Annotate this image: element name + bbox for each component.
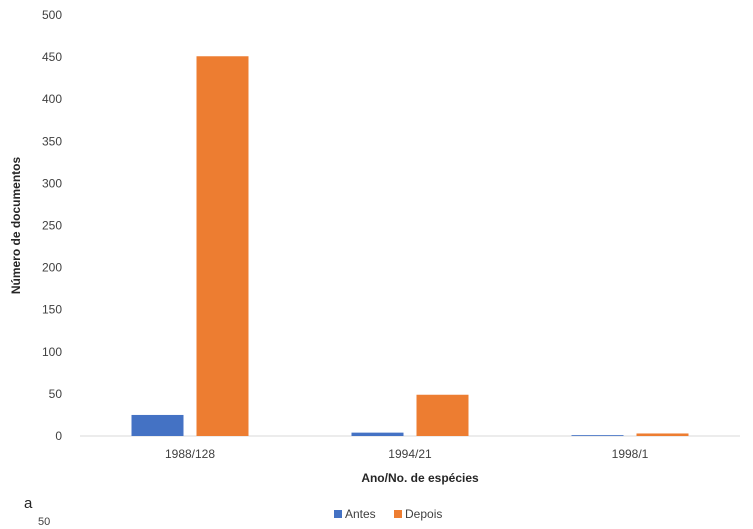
- bar-depois-2: [636, 433, 689, 436]
- bar-depois-0: [196, 56, 249, 437]
- bars: [131, 56, 689, 437]
- y-tick-label-2: 100: [42, 345, 62, 359]
- legend-swatch-antes: [334, 510, 342, 518]
- x-axis-ticks: 1988/128 1994/21 1998/1: [165, 447, 649, 461]
- legend-label-depois: Depois: [405, 507, 442, 521]
- y-tick-label-7: 350: [42, 134, 62, 148]
- panel-label: a: [24, 495, 33, 512]
- legend: Antes Depois: [334, 507, 442, 521]
- x-tick-label-0: 1988/128: [165, 447, 215, 461]
- x-axis-title: Ano/No. de espécies: [361, 471, 479, 485]
- bar-antes-1: [351, 432, 404, 436]
- y-axis-title: Número de documentos: [9, 157, 23, 295]
- cut-off-tick-label: 50: [38, 516, 51, 528]
- y-tick-label-1: 50: [49, 387, 63, 401]
- y-axis-ticks: 0 50 100 150 200 250 300 350 400 450 500: [42, 8, 62, 443]
- legend-label-antes: Antes: [345, 507, 376, 521]
- y-tick-label-0: 0: [55, 429, 62, 443]
- legend-swatch-depois: [394, 510, 402, 518]
- bar-antes-0: [131, 414, 184, 436]
- bar-depois-1: [416, 394, 469, 436]
- y-tick-label-6: 300: [42, 176, 62, 190]
- x-tick-label-1: 1994/21: [388, 447, 432, 461]
- y-tick-label-5: 250: [42, 219, 62, 233]
- y-tick-label-3: 150: [42, 303, 62, 317]
- y-tick-label-9: 450: [42, 50, 62, 64]
- x-tick-label-2: 1998/1: [612, 447, 649, 461]
- y-tick-label-4: 200: [42, 261, 62, 275]
- bar-antes-2: [571, 435, 624, 436]
- y-tick-label-10: 500: [42, 8, 62, 22]
- y-tick-label-8: 400: [42, 92, 62, 106]
